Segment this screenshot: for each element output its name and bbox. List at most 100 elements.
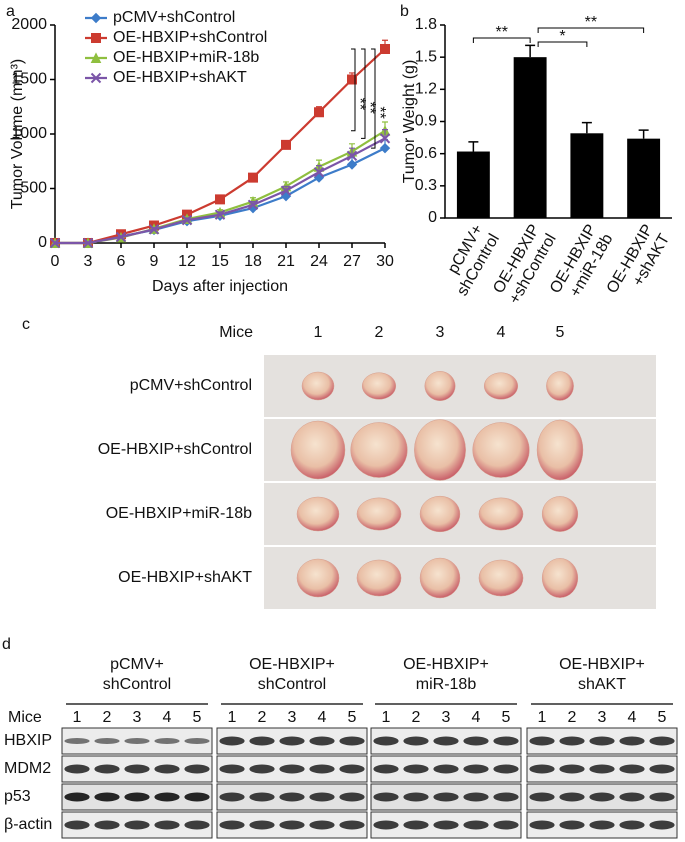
band [463, 792, 489, 802]
protein-label: p53 [4, 788, 31, 805]
marker [215, 194, 225, 205]
tumor [424, 371, 456, 401]
y-tick-label: 0.6 [415, 145, 437, 162]
marker [280, 185, 292, 196]
band [619, 820, 645, 830]
significance-bracket [371, 48, 376, 149]
band [154, 820, 180, 830]
band [249, 736, 275, 746]
lane-label: 1 [382, 709, 391, 726]
bar [570, 133, 604, 218]
group-label: shControl [103, 676, 171, 693]
lane-label: 1 [73, 709, 82, 726]
x-axis-title: Days after injection [152, 278, 288, 295]
band [219, 764, 245, 774]
row-label: OE-HBXIP+shAKT [118, 569, 252, 586]
tumor [541, 558, 579, 598]
lane-label: 1 [538, 709, 547, 726]
band [373, 736, 399, 746]
band [154, 738, 180, 744]
band [124, 738, 150, 744]
row-label: OE-HBXIP+shControl [98, 441, 252, 458]
x-tick-label: 0 [51, 253, 60, 270]
group-label: OE-HBXIP+ [403, 656, 489, 673]
lane-label: 3 [288, 709, 297, 726]
band [433, 820, 459, 830]
legend-label: OE-HBXIP+miR-18b [113, 49, 259, 66]
band [339, 736, 365, 746]
group-label: OE-HBXIP+ [249, 656, 335, 673]
band [184, 764, 210, 774]
tumor [296, 558, 340, 598]
band [529, 764, 555, 774]
x-tick-label: 6 [117, 253, 126, 270]
legend-label: OE-HBXIP+shAKT [113, 69, 247, 86]
marker [49, 237, 61, 249]
band [94, 764, 120, 774]
group-label: pCMV+ [110, 656, 164, 673]
band [309, 820, 335, 830]
group-label: miR-18b [416, 676, 477, 693]
legend-marker [90, 72, 102, 84]
marker [379, 133, 391, 144]
y-tick-label: 500 [20, 180, 47, 197]
band [559, 736, 585, 746]
lane-label: 4 [163, 709, 172, 726]
significance-label: ** [361, 101, 378, 113]
significance-bracket [472, 37, 531, 43]
band [154, 764, 180, 774]
lane-label: 5 [502, 709, 511, 726]
protein-label: β-actin [4, 816, 52, 833]
lane-label: 5 [658, 709, 667, 726]
band [529, 820, 555, 830]
band [589, 736, 615, 746]
band [219, 820, 245, 830]
significance-label: ** [371, 106, 388, 118]
tumor [541, 496, 579, 532]
marker [346, 150, 358, 162]
lane-label: 5 [193, 709, 202, 726]
band [559, 764, 585, 774]
band [433, 792, 459, 802]
significance-label: ** [585, 14, 597, 31]
band [249, 764, 275, 774]
band [184, 738, 210, 744]
band [373, 820, 399, 830]
band [339, 820, 365, 830]
band [433, 736, 459, 746]
band [309, 792, 335, 802]
series-line [55, 137, 386, 245]
x-tick-label-group: OE-HBXIP+miR-18b [547, 222, 616, 300]
x-tick-label: 24 [310, 253, 328, 270]
lane-label: 2 [412, 709, 421, 726]
column-label: 3 [436, 324, 445, 341]
lane-label: 3 [598, 709, 607, 726]
significance-label: ** [496, 24, 508, 41]
tumor [356, 497, 402, 531]
y-tick-label: 0.3 [415, 177, 437, 194]
group-label: shControl [258, 676, 326, 693]
y-tick-label: 1.5 [415, 48, 437, 65]
legend-label: pCMV+shControl [113, 9, 235, 26]
band [184, 820, 210, 830]
band [124, 764, 150, 774]
y-axis-title: Tumor Weight (g) [401, 60, 418, 184]
band [403, 736, 429, 746]
x-tick-label: 9 [150, 253, 159, 270]
marker [379, 142, 391, 154]
panel-label: d [2, 636, 11, 653]
lane-label: 5 [348, 709, 357, 726]
tumor [350, 422, 408, 478]
tumor [478, 497, 524, 531]
band [463, 764, 489, 774]
y-tick-label: 0.9 [415, 113, 437, 130]
band [493, 736, 519, 746]
lane-label: 2 [258, 709, 267, 726]
legend-marker [91, 33, 101, 43]
column-label: 1 [314, 324, 323, 341]
band [339, 764, 365, 774]
significance-label: ** [351, 98, 368, 110]
panel-label: c [22, 316, 30, 333]
lane-label: 3 [442, 709, 451, 726]
